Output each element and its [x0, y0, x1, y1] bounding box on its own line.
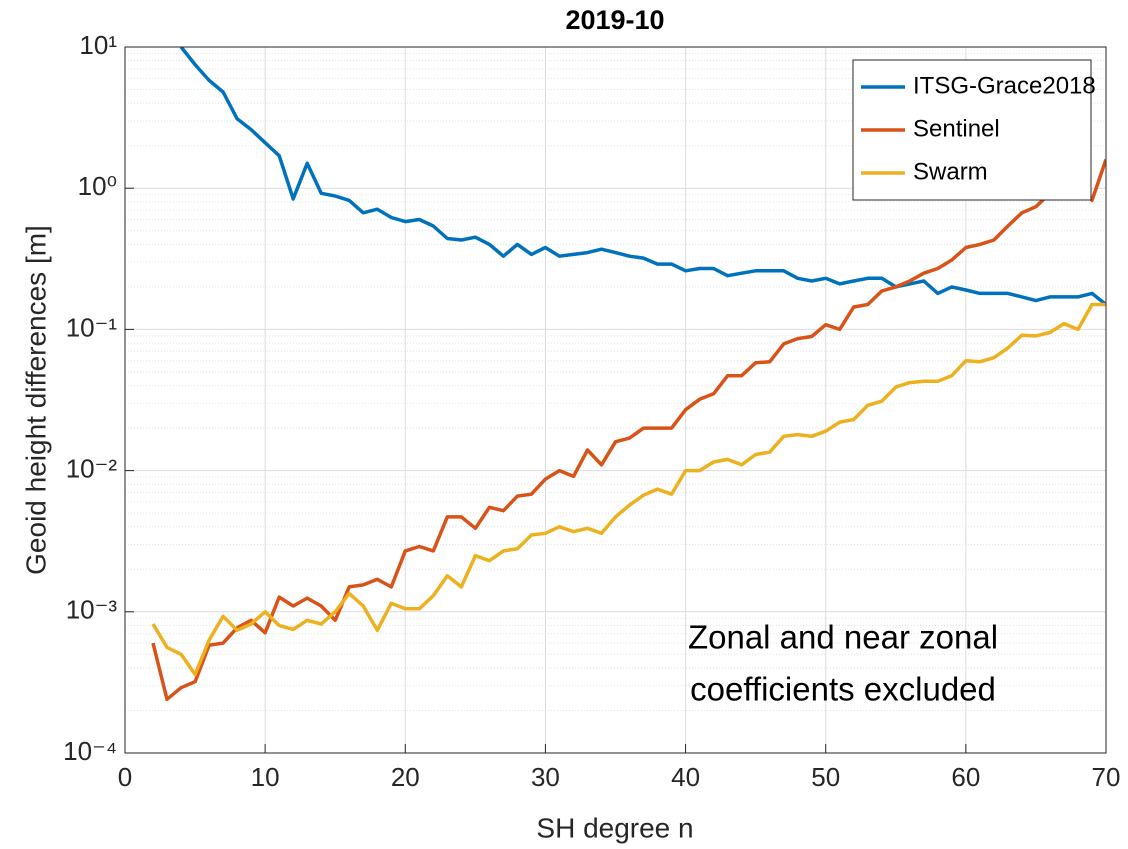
x-tick-label: 30 [531, 762, 560, 792]
series-line [151, 158, 1106, 702]
x-tick-label: 40 [671, 762, 700, 792]
series-line [179, 47, 1106, 306]
annotation: Zonal and near zonal [688, 619, 998, 656]
y-tick-label: 10⁻⁴ [63, 736, 117, 766]
x-tick-label: 50 [811, 762, 840, 792]
y-tick-label: 10⁻² [66, 453, 118, 483]
axes-box [124, 46, 1107, 754]
x-tick-label: 20 [391, 762, 420, 792]
x-tick-label: 10 [251, 762, 280, 792]
x-axis-label: SH degree n [536, 812, 693, 843]
x-tick-label: 60 [951, 762, 980, 792]
y-tick-label: 10⁻³ [66, 595, 118, 625]
chart-title: 2019-10 [565, 5, 664, 35]
y-tick-label: 10¹ [79, 30, 117, 60]
y-tick-label: 10⁰ [78, 171, 117, 201]
y-tick-label: 10⁻¹ [66, 312, 118, 342]
y-axis-label: Geoid height differences [m] [20, 225, 51, 575]
series-line [151, 302, 1106, 677]
x-tick-label: 0 [118, 762, 132, 792]
lines [151, 47, 1106, 702]
legend-label: Swarm [913, 158, 988, 185]
legend-box [852, 59, 1092, 201]
x-tick-label: 70 [1092, 762, 1121, 792]
annotation: coefficients excluded [690, 671, 996, 708]
legend-label: ITSG-Grace2018 [913, 72, 1096, 99]
legend-label: Sentinel [913, 115, 1000, 142]
